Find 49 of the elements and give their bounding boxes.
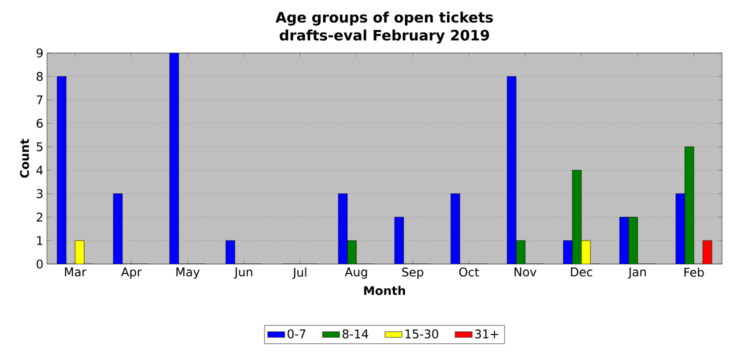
x-tick-label: Aug: [344, 268, 367, 279]
x-tick-label: Feb: [684, 268, 704, 277]
bar: [450, 193, 460, 264]
bar: [347, 240, 357, 264]
y-tick-label: 9: [36, 48, 43, 58]
y-tick-label: 2: [36, 212, 42, 222]
chart-subtitle: drafts-eval February 2019: [280, 30, 489, 44]
bar: [702, 240, 712, 264]
bar: [628, 216, 638, 264]
bar: [75, 240, 84, 264]
y-axis-title: Count: [20, 138, 30, 178]
y-tick-label: 4: [36, 166, 43, 175]
y-tick-label: 1: [37, 236, 42, 245]
x-tick-label: Mar: [65, 268, 86, 276]
legend-label: 8-14: [342, 329, 368, 338]
bar: [619, 216, 629, 264]
x-tick-label: Jul: [292, 268, 306, 279]
bar: [169, 53, 179, 264]
x-axis-title: Month: [364, 286, 405, 296]
y-tick-label: 6: [36, 118, 43, 128]
y-tick-label: 8: [36, 72, 43, 81]
y-tick-label: 5: [36, 142, 42, 152]
x-tick-label: Nov: [514, 268, 536, 276]
y-tick-label: 7: [36, 96, 42, 104]
bar: [676, 193, 686, 264]
bar: [516, 240, 526, 264]
bar: [581, 240, 591, 264]
bar: [563, 240, 573, 264]
x-tick-label: Sep: [402, 268, 424, 279]
bar: [338, 193, 348, 264]
x-tick-label: Dec: [570, 268, 592, 276]
x-tick-label: Jan: [628, 268, 646, 279]
legend-label: 15-30: [406, 329, 438, 338]
bar: [394, 216, 404, 264]
bar: [57, 76, 66, 264]
y-tick-label: 0: [36, 259, 43, 269]
chart-title: Age groups of open tickets: [276, 12, 493, 26]
x-tick-label: Apr: [121, 268, 142, 279]
x-tick-label: Oct: [459, 268, 479, 277]
legend-label: 0-7: [288, 329, 306, 338]
x-tick-label: May: [176, 268, 200, 279]
bar: [684, 146, 694, 264]
y-tick-label: 3: [36, 189, 43, 198]
x-tick-label: Jun: [234, 268, 252, 279]
bar: [226, 240, 236, 264]
legend-label: 31+: [475, 329, 498, 338]
bar: [572, 170, 582, 264]
bar: [113, 193, 123, 264]
bar: [506, 76, 516, 264]
